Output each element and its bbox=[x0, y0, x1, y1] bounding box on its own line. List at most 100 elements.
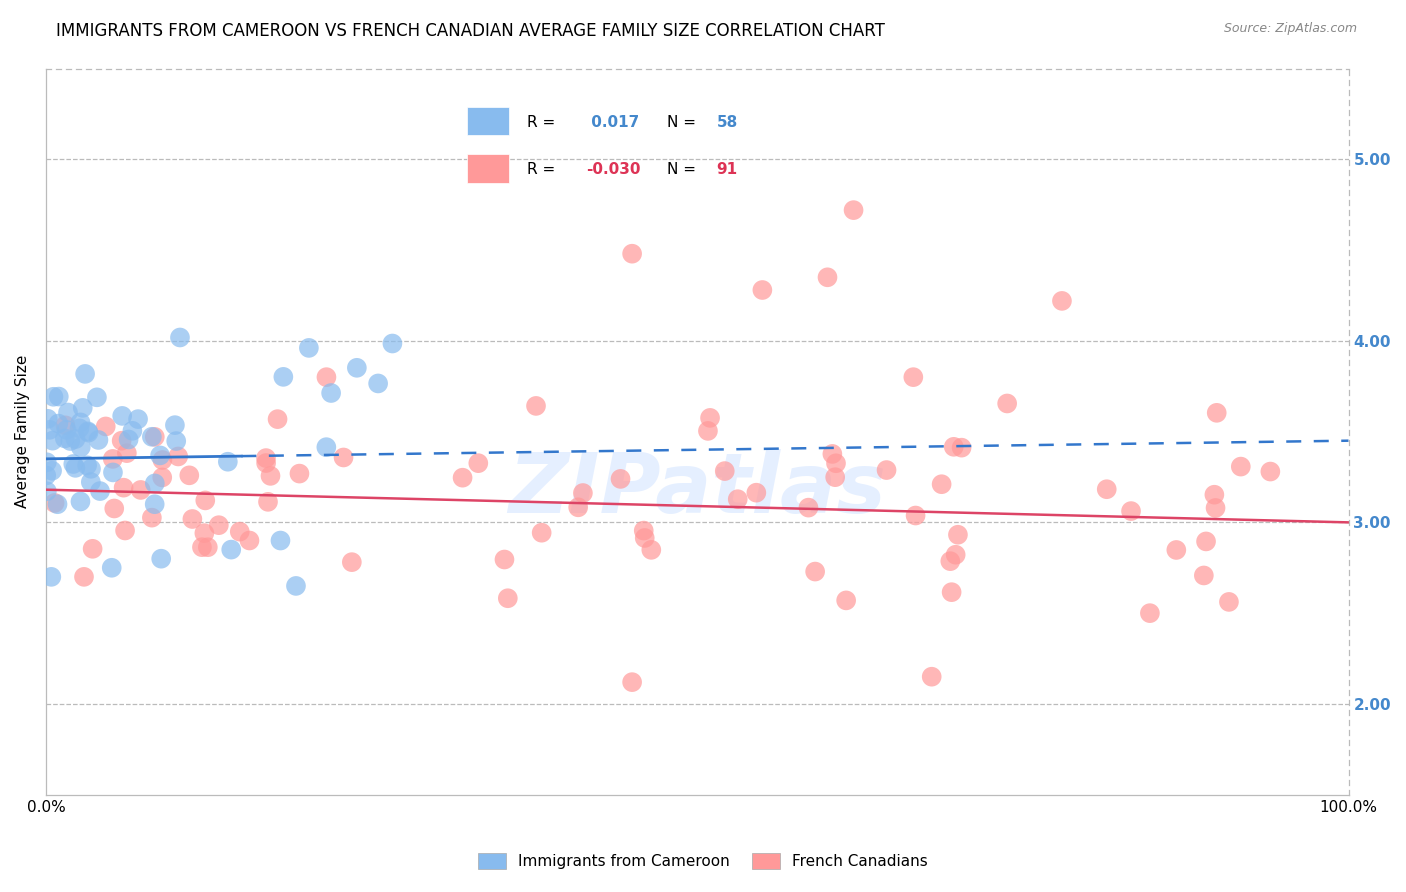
Point bbox=[149, 449, 172, 463]
Point bbox=[127, 412, 149, 426]
Point bbox=[321, 386, 343, 401]
Point bbox=[931, 477, 953, 491]
Point bbox=[87, 433, 110, 447]
Point bbox=[942, 440, 965, 454]
Point bbox=[73, 570, 96, 584]
Point bbox=[77, 425, 100, 440]
Point bbox=[217, 455, 239, 469]
Point bbox=[169, 330, 191, 344]
Point bbox=[946, 527, 969, 541]
Point bbox=[835, 593, 858, 607]
Point bbox=[101, 466, 124, 480]
Point bbox=[80, 462, 103, 476]
Point bbox=[56, 405, 79, 419]
Point bbox=[921, 670, 943, 684]
Point bbox=[69, 421, 91, 435]
Point bbox=[634, 531, 657, 545]
Text: ZIPatlas: ZIPatlas bbox=[509, 450, 886, 530]
Point bbox=[35, 484, 58, 499]
Point bbox=[713, 464, 735, 478]
Point bbox=[1218, 595, 1240, 609]
Point bbox=[817, 270, 839, 285]
Point bbox=[35, 468, 58, 483]
Point bbox=[143, 430, 166, 444]
Point bbox=[1230, 459, 1253, 474]
Point bbox=[254, 456, 277, 470]
Point bbox=[165, 434, 187, 448]
Point bbox=[69, 494, 91, 508]
Point bbox=[825, 456, 848, 470]
Point bbox=[179, 468, 201, 483]
Point bbox=[44, 496, 66, 510]
Point bbox=[53, 431, 76, 445]
Point bbox=[62, 457, 84, 471]
Point bbox=[1095, 482, 1118, 496]
Point bbox=[69, 416, 91, 430]
Point bbox=[257, 495, 280, 509]
Point bbox=[76, 425, 98, 439]
Point bbox=[745, 485, 768, 500]
Point bbox=[259, 468, 281, 483]
Point bbox=[567, 500, 589, 515]
Point bbox=[111, 434, 134, 448]
Point bbox=[59, 434, 82, 448]
Point bbox=[115, 446, 138, 460]
Point bbox=[1195, 534, 1218, 549]
Point bbox=[94, 419, 117, 434]
Point bbox=[163, 418, 186, 433]
Point bbox=[727, 492, 749, 507]
Y-axis label: Average Family Size: Average Family Size bbox=[15, 355, 30, 508]
Point bbox=[191, 540, 214, 554]
Point bbox=[1050, 293, 1073, 308]
Point bbox=[197, 540, 219, 554]
Point bbox=[48, 417, 70, 431]
Point bbox=[332, 450, 354, 465]
Point bbox=[194, 493, 217, 508]
Point bbox=[381, 336, 404, 351]
Point bbox=[89, 484, 111, 499]
Point bbox=[939, 554, 962, 568]
Point bbox=[298, 341, 321, 355]
Point bbox=[101, 451, 124, 466]
Point bbox=[876, 463, 898, 477]
Point bbox=[1205, 406, 1227, 420]
Point bbox=[103, 501, 125, 516]
Point bbox=[39, 570, 62, 584]
Point bbox=[699, 410, 721, 425]
Point bbox=[530, 525, 553, 540]
Point bbox=[114, 524, 136, 538]
Point bbox=[633, 524, 655, 538]
Point bbox=[367, 376, 389, 391]
Point bbox=[152, 453, 174, 467]
Point bbox=[697, 424, 720, 438]
Point bbox=[995, 396, 1018, 410]
Point bbox=[288, 467, 311, 481]
Point bbox=[609, 472, 631, 486]
Point bbox=[72, 401, 94, 415]
Point bbox=[117, 433, 139, 447]
Point bbox=[41, 464, 63, 478]
Point bbox=[1119, 504, 1142, 518]
Point bbox=[82, 541, 104, 556]
Point bbox=[824, 470, 846, 484]
Point bbox=[167, 450, 190, 464]
Point bbox=[285, 579, 308, 593]
Point bbox=[904, 508, 927, 523]
Point bbox=[842, 203, 865, 218]
Point bbox=[1260, 465, 1282, 479]
Point bbox=[111, 409, 134, 423]
Point bbox=[1166, 543, 1188, 558]
Text: Source: ZipAtlas.com: Source: ZipAtlas.com bbox=[1223, 22, 1357, 36]
Point bbox=[150, 470, 173, 484]
Point bbox=[524, 399, 547, 413]
Point bbox=[69, 440, 91, 454]
Point bbox=[37, 411, 59, 425]
Point bbox=[219, 542, 242, 557]
Point bbox=[55, 423, 77, 437]
Point bbox=[903, 370, 925, 384]
Point bbox=[1139, 606, 1161, 620]
Point bbox=[193, 526, 215, 541]
Point bbox=[751, 283, 773, 297]
Point bbox=[42, 390, 65, 404]
Point bbox=[315, 370, 337, 384]
